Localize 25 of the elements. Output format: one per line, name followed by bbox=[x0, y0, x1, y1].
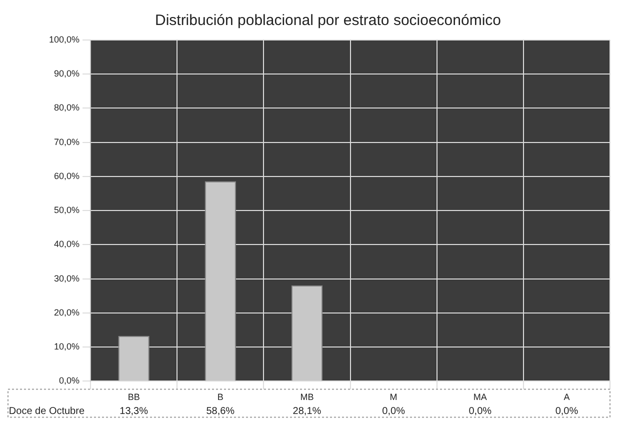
y-tick-label: 90,0% bbox=[54, 68, 80, 79]
data-label: 58,6% bbox=[206, 406, 235, 417]
x-tick-label: A bbox=[564, 392, 570, 402]
x-tick-label: M bbox=[390, 392, 398, 402]
y-tick-label: 70,0% bbox=[54, 136, 80, 147]
y-tick-label: 50,0% bbox=[54, 205, 80, 216]
y-tick-label: 10,0% bbox=[54, 342, 80, 352]
x-tick-label: BB bbox=[128, 392, 140, 402]
x-tick-label: MB bbox=[300, 392, 314, 402]
y-tick-label: 20,0% bbox=[54, 307, 80, 318]
data-label: 13,3% bbox=[120, 406, 148, 417]
y-tick-label: 0,0% bbox=[59, 376, 80, 386]
y-tick-label: 80,0% bbox=[54, 102, 80, 113]
chart-title: Distribución poblacional por estrato socioeconómico bbox=[154, 12, 502, 30]
data-label: 28,1% bbox=[292, 406, 322, 417]
y-tick-label: 100,0% bbox=[48, 34, 80, 44]
text: Doce de Octubre bbox=[8, 406, 85, 417]
x-tick-label: MA bbox=[473, 392, 487, 402]
y-tick-label: 60,0% bbox=[54, 170, 80, 181]
data-label: 0,0% bbox=[382, 406, 406, 417]
data-label: 0,0% bbox=[555, 406, 578, 417]
y-tick-label: 30,0% bbox=[54, 273, 80, 284]
y-tick-label: 40,0% bbox=[54, 239, 80, 250]
x-tick-label: B bbox=[217, 392, 224, 402]
data-label: 0,0% bbox=[468, 406, 492, 417]
